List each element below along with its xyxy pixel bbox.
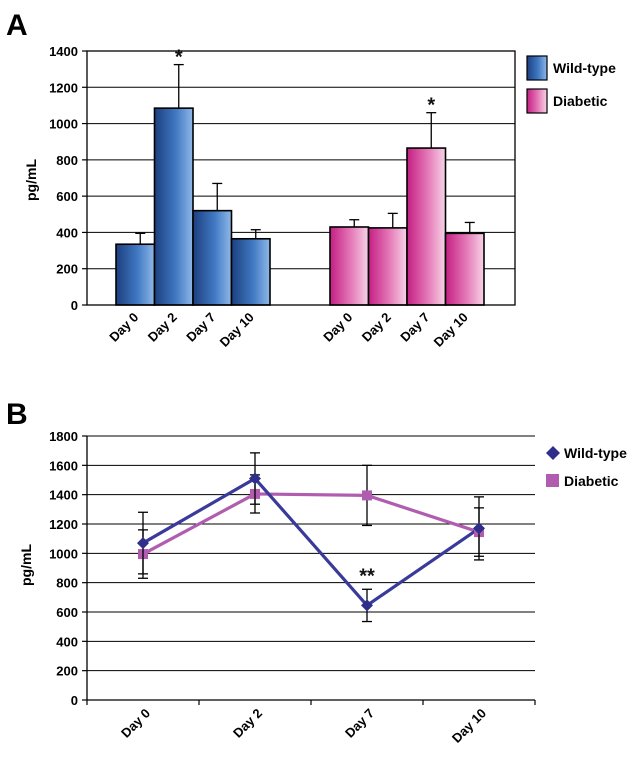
- panel-b-gridlines: [87, 435, 535, 672]
- y-tick-label-a-600: 600: [56, 189, 78, 204]
- panel-a-bars: **: [115, 47, 485, 306]
- panel-a-plot-frame: [86, 50, 516, 306]
- x-tick-label-a-diabetic-day-10: Day 10: [431, 310, 471, 350]
- bar-wild-type-day-10: [230, 237, 271, 306]
- x-tick-label-b-day-2: Day 2: [230, 706, 265, 741]
- x-tick-label-a-wild-type-day-10: Day 10: [217, 310, 257, 350]
- point-wild-type-day-0: [137, 537, 149, 550]
- y-tick-label-a-1200: 1200: [49, 80, 78, 95]
- y-tick-label-b-1400: 1400: [49, 488, 78, 503]
- bar-diabetic-day-10: [444, 232, 485, 306]
- bar-wild-type-day-0: [115, 243, 156, 306]
- legend-label-wild-type-bar: Wild-type: [553, 60, 616, 76]
- series-line-wild-type: [142, 476, 480, 608]
- bar-wild-type-day-2: [153, 107, 194, 306]
- point-wild-type-day-7: [361, 599, 373, 612]
- panel-a-legend: Wild-type Diabetic: [526, 55, 616, 114]
- y-tick-label-b-200: 200: [56, 664, 78, 679]
- bar-diabetic-day-0: [329, 226, 370, 306]
- point-wild-type-day-2: [249, 472, 261, 485]
- y-tick-label-b-1200: 1200: [49, 517, 78, 532]
- x-tick-label-a-wild-type-day-0: Day 0: [106, 310, 141, 345]
- y-tick-label-b-1000: 1000: [49, 546, 78, 561]
- panel-b: B pg/mL 0 200 400 600 800 1000 1200 1400 1600 180…: [6, 398, 627, 746]
- legend-marker-wild-type-line: [546, 446, 560, 460]
- x-tick-label-a-diabetic-day-7: Day 7: [397, 310, 432, 345]
- x-tick-label-b-day-0: Day 0: [118, 706, 153, 741]
- y-tick-label-a-1400: 1400: [49, 44, 78, 59]
- panel-b-series: **: [137, 452, 485, 623]
- y-tick-label-a-400: 400: [56, 225, 78, 240]
- significance-diabetic-day-7: *: [427, 95, 435, 117]
- significance-wild-type-day-2: *: [175, 47, 183, 69]
- y-tick-label-b-0: 0: [71, 693, 78, 708]
- y-tick-label-b-400: 400: [56, 634, 78, 649]
- y-tick-label-b-1600: 1600: [49, 458, 78, 473]
- x-tick-label-a-wild-type-day-2: Day 2: [145, 310, 180, 345]
- panel-b-letter: B: [6, 398, 28, 431]
- legend-marker-diabetic-line: [546, 474, 559, 487]
- y-tick-label-b-800: 800: [56, 576, 78, 591]
- y-tick-label-a-1000: 1000: [49, 117, 78, 132]
- bar-diabetic-day-7: [406, 147, 447, 306]
- x-tick-label-b-day-7: Day 7: [342, 706, 377, 741]
- y-tick-label-a-0: 0: [71, 298, 78, 313]
- legend-label-diabetic-bar: Diabetic: [553, 93, 608, 109]
- legend-swatch-diabetic-bar: [526, 88, 548, 114]
- point-wild-type-day-10: [473, 522, 485, 535]
- panel-a-y-axis-label: pg/mL: [23, 159, 39, 201]
- panel-b-y-axis-label: pg/mL: [18, 544, 34, 586]
- panel-a-letter: A: [6, 9, 28, 42]
- legend-label-wild-type-line: Wild-type: [564, 445, 627, 461]
- y-tick-label-a-200: 200: [56, 262, 78, 277]
- y-tick-label-b-600: 600: [56, 605, 78, 620]
- x-tick-label-a-wild-type-day-7: Day 7: [183, 310, 218, 345]
- y-tick-label-a-800: 800: [56, 153, 78, 168]
- legend-label-diabetic-line: Diabetic: [564, 473, 619, 489]
- y-tick-label-b-1800: 1800: [49, 429, 78, 444]
- bar-diabetic-day-2: [367, 227, 408, 306]
- x-tick-label-b-day-10: Day 10: [449, 706, 489, 746]
- panel-b-x-ticks: Day 0 Day 2 Day 7 Day 10: [86, 700, 536, 746]
- panel-a-y-ticks: 0 200 400 600 800 1000 1200 1400: [49, 44, 87, 313]
- panel-b-y-ticks: 0 200 400 600 800 1000 1200 1400 1600 1800: [49, 429, 87, 708]
- legend-swatch-wild-type-bar: [526, 55, 548, 81]
- x-tick-label-a-diabetic-day-0: Day 0: [320, 310, 355, 345]
- series-line-diabetic: [142, 492, 480, 556]
- x-tick-label-a-diabetic-day-2: Day 2: [359, 310, 394, 345]
- significance-wild-type-day-7: **: [359, 565, 375, 587]
- point-diabetic-day-7: [362, 490, 372, 501]
- panel-b-legend: Wild-type Diabetic: [546, 445, 627, 489]
- bar-wild-type-day-7: [192, 209, 233, 306]
